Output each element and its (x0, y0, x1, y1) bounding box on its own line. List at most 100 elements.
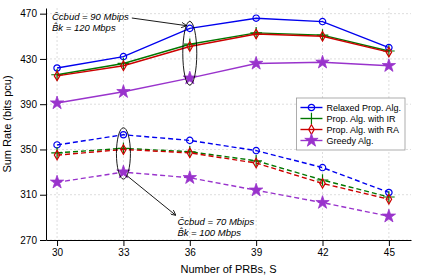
point (50, 175, 63, 188)
y-axis: 270 310 350 390 430 470 (20, 8, 46, 245)
point (54, 71, 59, 80)
axis-domain (47, 240, 412, 241)
plot: 30 33 36 39 42 45 270 310 350 390 430 470 Number of … (1, 8, 412, 275)
legend-swatch (300, 129, 322, 130)
annotation-arrow (127, 176, 175, 215)
tick: 430 (20, 54, 46, 65)
point (320, 32, 325, 41)
point (319, 164, 325, 170)
marks (50, 15, 395, 222)
grid-line (57, 8, 58, 240)
point (253, 158, 258, 167)
tick: 33 (118, 240, 130, 258)
point (316, 55, 329, 68)
tick: 45 (384, 240, 396, 258)
grid-line (46, 194, 411, 195)
tick-label: 36 (185, 247, 197, 258)
legend-item: Prop. Alg. with IR (300, 113, 396, 125)
point (187, 25, 193, 31)
point (253, 147, 259, 153)
point (386, 47, 391, 56)
tick-mark (40, 14, 46, 15)
point (253, 15, 259, 21)
tick: 42 (317, 240, 329, 258)
series-line (57, 62, 389, 103)
tick: 39 (251, 240, 263, 258)
point (118, 143, 130, 155)
tick: 36 (185, 240, 197, 258)
y-axis-label: Sum Rate (bits pcu) (1, 75, 13, 172)
tick: 30 (52, 240, 64, 258)
grid-line (256, 8, 257, 240)
tick-mark (40, 59, 46, 60)
legend-swatch (300, 107, 322, 108)
point (54, 150, 59, 159)
point (187, 137, 193, 143)
tick-mark (389, 240, 390, 246)
point (382, 209, 395, 222)
tick-label: 45 (384, 247, 396, 258)
point (118, 58, 130, 70)
tick-mark (190, 240, 191, 246)
legend-label: Greedy Alg. (326, 136, 373, 146)
legend-symbol (306, 113, 318, 125)
tick-mark (40, 104, 46, 105)
point (121, 61, 126, 70)
grid-line (123, 8, 124, 240)
annotation-ellipse (183, 21, 197, 85)
series-line (57, 34, 389, 76)
tick: 310 (20, 189, 46, 200)
tick: 270 (20, 235, 46, 246)
point (382, 59, 395, 72)
point (184, 146, 196, 158)
tick-label: 350 (20, 144, 37, 155)
x-axis: 30 33 36 39 42 45 (47, 240, 412, 258)
tick-label: 30 (52, 247, 64, 258)
point (386, 195, 391, 204)
axis-domain (46, 9, 47, 241)
tick-mark (40, 149, 46, 150)
point (319, 18, 325, 24)
tick-mark (57, 240, 58, 246)
tick-label: 430 (20, 54, 37, 65)
tick-label: 310 (20, 189, 37, 200)
tick: 350 (20, 144, 46, 155)
annotation-ellipse (116, 128, 130, 179)
tick: 470 (20, 8, 46, 19)
annotations: Ĉcbud = 90 MbipsB̂k = 120 MbpsĈcbud = 70… (52, 11, 254, 238)
tick-mark (323, 240, 324, 246)
point (187, 148, 192, 157)
annotation: Ĉcbud = 70 Mbips (177, 216, 254, 227)
series-line (57, 172, 389, 216)
point (316, 196, 329, 209)
legend-label: Prop. Alg. with RA (326, 125, 399, 135)
series-line (57, 135, 389, 193)
point (320, 179, 325, 188)
point (249, 183, 262, 196)
tick-mark (256, 240, 257, 246)
tick-label: 33 (118, 247, 130, 258)
point (120, 132, 126, 138)
tick-label: 42 (317, 247, 329, 258)
point (51, 147, 63, 159)
tick-label: 39 (251, 247, 263, 258)
x-axis-label: Number of PRBs, S (181, 263, 277, 275)
point (249, 56, 262, 69)
tick-mark (123, 240, 124, 246)
point (317, 29, 329, 41)
tick-label: 270 (20, 235, 37, 246)
tick-mark (40, 240, 46, 241)
point (50, 96, 63, 109)
tick-label: 470 (20, 8, 37, 19)
legend-label: Relaxed Prop. Alg. (326, 103, 401, 113)
series-line (57, 148, 389, 197)
point (250, 27, 262, 39)
chart: 30 33 36 39 42 45 270 310 350 390 430 470 Number of … (0, 0, 421, 280)
annotation: B̂k = 100 Mbps (177, 227, 241, 238)
legend-item: Greedy Alg. (300, 134, 373, 147)
legend-symbol (308, 104, 314, 110)
grid (46, 8, 411, 240)
tick-label: 390 (20, 99, 37, 110)
annotation: Ĉcbud = 90 Mbips (52, 11, 129, 22)
point (121, 145, 126, 154)
